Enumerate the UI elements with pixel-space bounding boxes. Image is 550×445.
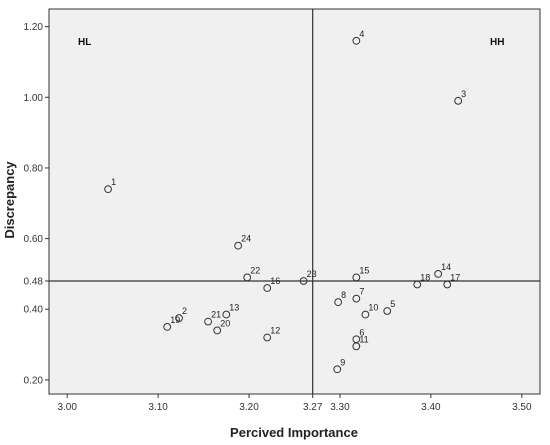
x-tick-label: 3.50 <box>512 402 532 413</box>
y-tick-label: 0.20 <box>24 375 44 386</box>
data-point-label-12: 12 <box>270 325 280 335</box>
data-point-label-4: 4 <box>359 29 364 39</box>
data-point-label-2: 2 <box>182 306 187 316</box>
x-tick-label: 3.27 <box>303 402 323 413</box>
x-tick-label: 3.30 <box>330 402 350 413</box>
x-axis: 3.00 3.10 3.20 3.27 3.30 3.40 3.50 <box>57 394 532 413</box>
y-tick-label: 1.00 <box>24 93 44 104</box>
data-point-label-18: 18 <box>420 273 430 283</box>
data-point-label-20: 20 <box>220 318 230 328</box>
data-point-label-7: 7 <box>359 287 364 297</box>
data-point-9 <box>333 365 342 374</box>
data-point-label-14: 14 <box>441 262 451 272</box>
data-point-8 <box>334 298 343 307</box>
data-point-label-24: 24 <box>241 234 251 244</box>
y-tick-label: 0.80 <box>24 163 44 174</box>
data-point-label-9: 9 <box>340 357 345 367</box>
data-point-12 <box>263 333 272 342</box>
y-tick-label: 0.40 <box>24 305 44 316</box>
data-point-22 <box>243 273 252 282</box>
plot-area <box>48 8 541 395</box>
data-point-17 <box>443 280 452 289</box>
data-point-label-6: 6 <box>359 327 364 337</box>
quadrant-labels: HL HH <box>78 37 504 48</box>
data-point-2 <box>175 314 183 322</box>
data-point-21 <box>204 317 213 326</box>
data-point-5 <box>383 307 392 315</box>
data-point-1 <box>104 185 113 194</box>
quadrant-label-hl: HL <box>78 37 91 48</box>
data-point-label-22: 22 <box>250 265 260 275</box>
data-point-label-16: 16 <box>270 276 280 286</box>
data-point-13 <box>222 310 231 319</box>
data-point-23 <box>299 277 308 285</box>
x-tick-label: 3.20 <box>239 402 259 413</box>
data-point-label-3: 3 <box>461 89 466 99</box>
data-point-11 <box>352 342 361 351</box>
data-point-label-23: 23 <box>307 269 317 279</box>
y-tick-label: 0.48 <box>24 276 44 287</box>
y-tick-label: 1.20 <box>24 22 44 33</box>
data-point-15 <box>352 273 361 282</box>
quadrant-label-hh: HH <box>490 37 504 48</box>
data-point-19 <box>163 322 172 331</box>
data-point-24 <box>234 241 243 250</box>
y-tick-label: 0.60 <box>24 234 44 245</box>
data-point-label-10: 10 <box>368 303 378 313</box>
data-point-label-13: 13 <box>229 303 239 313</box>
x-axis-title: Percived Importance <box>230 425 358 440</box>
x-tick-label: 3.40 <box>421 402 441 413</box>
data-point-4 <box>352 36 361 45</box>
data-point-label-8: 8 <box>341 290 346 300</box>
data-point-14 <box>434 270 443 278</box>
data-point-label-17: 17 <box>450 273 460 283</box>
data-point-label-1: 1 <box>111 177 116 187</box>
data-point-16 <box>263 284 272 292</box>
data-point-20 <box>213 326 222 335</box>
x-tick-label: 3.00 <box>57 402 77 413</box>
x-tick-label: 3.10 <box>148 402 168 413</box>
data-point-label-21: 21 <box>211 310 221 320</box>
data-point-label-5: 5 <box>390 299 395 309</box>
data-point-label-11: 11 <box>359 334 368 344</box>
data-point-7 <box>352 294 361 303</box>
data-point-10 <box>361 310 370 319</box>
data-point-18 <box>413 280 422 289</box>
y-axis: 0.20 0.40 0.48 0.60 0.80 1.00 1.20 <box>24 22 49 386</box>
y-axis-title: Discrepancy <box>2 161 17 239</box>
data-point-label-19: 19 <box>170 315 180 325</box>
reference-lines <box>49 9 540 394</box>
data-point-label-15: 15 <box>359 265 369 275</box>
data-point-3 <box>454 96 463 105</box>
